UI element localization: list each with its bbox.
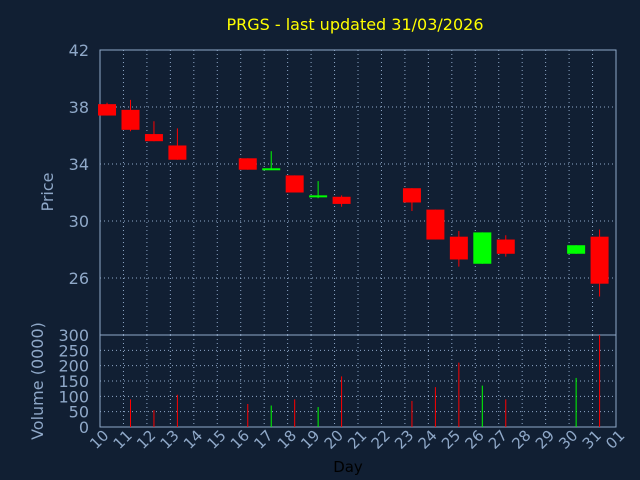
x-tick-label: 28 (508, 427, 534, 453)
x-tick-label: 24 (415, 427, 441, 453)
volume-tick-label: 50 (69, 403, 89, 422)
x-axis: 1011121314151617181920212223242526272829… (86, 427, 628, 453)
volume-tick-label: 100 (58, 387, 89, 406)
price-tick-label: 42 (69, 41, 89, 60)
volume-tick-label: 250 (58, 341, 89, 360)
candle-body (332, 196, 351, 204)
volume-tick-label: 200 (58, 357, 89, 376)
candle-body (262, 168, 281, 171)
volume-axis-label: Volume (0000) (28, 322, 47, 440)
candle-body (567, 245, 586, 254)
candle-body (285, 175, 304, 193)
price-tick-label: 38 (69, 98, 89, 117)
candle-body (590, 236, 609, 284)
price-axis: 42 38 34 30 26 (69, 41, 89, 288)
price-tick-label: 34 (69, 155, 89, 174)
volume-tick-label: 150 (58, 372, 89, 391)
candle-body (238, 158, 257, 170)
x-tick-label: 12 (133, 427, 159, 453)
x-tick-label: 21 (344, 427, 370, 453)
price-grid (100, 50, 616, 335)
x-tick-label: 13 (157, 427, 183, 453)
x-tick-label: 29 (532, 427, 558, 453)
candle-body (473, 232, 492, 264)
candle-body (168, 145, 187, 160)
x-axis-label: Day (333, 458, 363, 476)
x-tick-label: 16 (227, 427, 253, 453)
candle-body (98, 104, 117, 116)
x-tick-label: 11 (110, 427, 136, 453)
candles (98, 99, 609, 297)
x-tick-label: 30 (555, 427, 581, 453)
price-panel-frame (99, 49, 617, 336)
candle-body (402, 188, 421, 203)
volume-tick-label: 0 (79, 418, 89, 437)
x-tick-label: 15 (203, 427, 229, 453)
x-tick-label: 26 (461, 427, 487, 453)
x-tick-label: 22 (368, 427, 394, 453)
x-tick-label: 18 (274, 427, 300, 453)
x-tick-label: 17 (250, 427, 276, 453)
x-tick-label: 23 (391, 427, 417, 453)
x-tick-label: 31 (579, 427, 605, 453)
x-tick-label: 27 (485, 427, 511, 453)
x-tick-label: 14 (180, 427, 206, 453)
volume-panel-frame (99, 334, 617, 428)
chart-title: PRGS - last updated 31/03/2026 (226, 15, 483, 34)
candle-body (144, 134, 163, 142)
volume-grid (100, 335, 616, 427)
candle-body (121, 109, 140, 130)
candle-body (449, 236, 468, 260)
x-tick-label: 10 (86, 427, 112, 453)
price-tick-label: 26 (69, 269, 89, 288)
x-tick-label: 01 (602, 427, 628, 453)
candle-body (309, 195, 328, 198)
x-tick-label: 20 (321, 427, 347, 453)
candle-body (496, 239, 515, 254)
x-tick-label: 25 (438, 427, 464, 453)
candle-body (426, 209, 445, 240)
price-axis-label: Price (38, 172, 57, 211)
price-tick-label: 30 (69, 212, 89, 231)
x-tick-label: 19 (297, 427, 323, 453)
volume-tick-label: 300 (58, 326, 89, 345)
volume-bars (129, 335, 601, 427)
